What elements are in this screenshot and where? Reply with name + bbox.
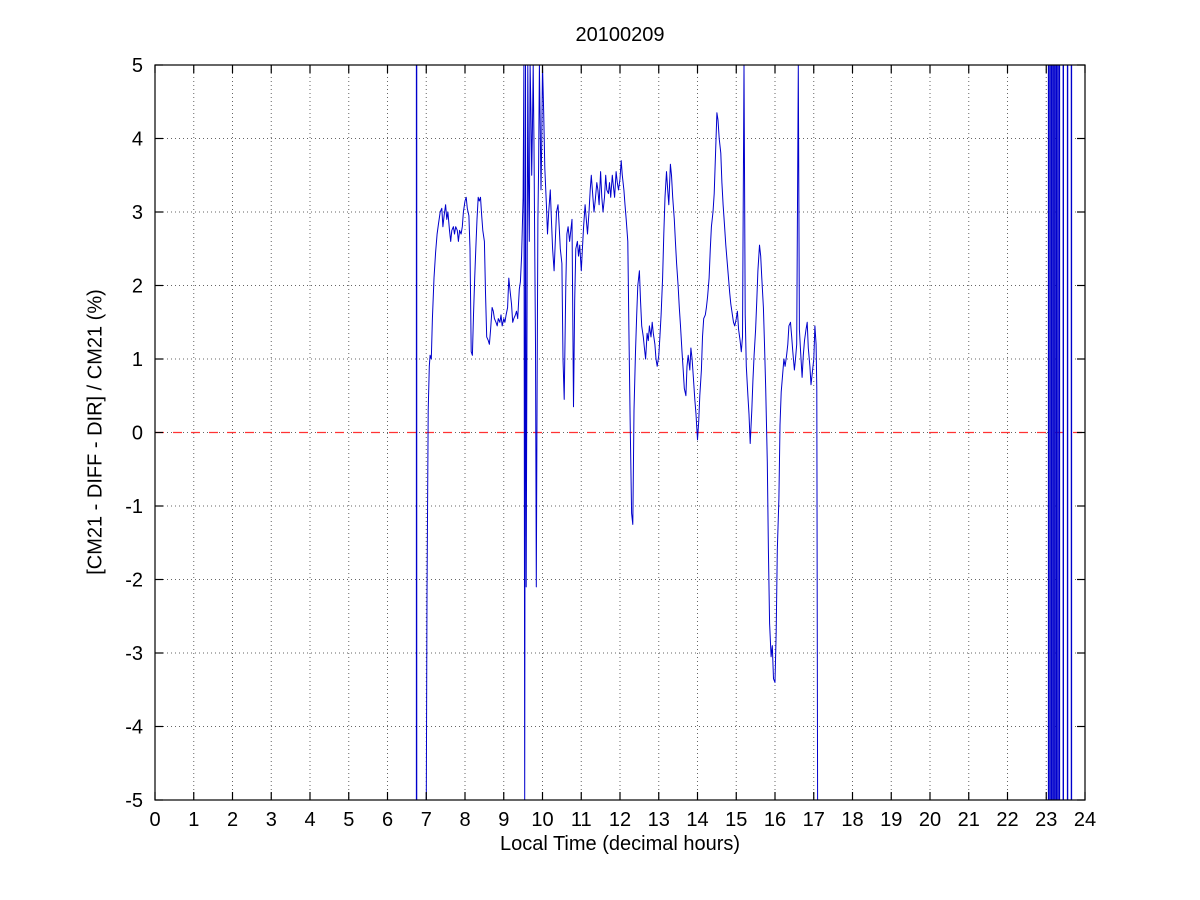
x-tick-label-18: 18 bbox=[841, 809, 863, 831]
x-tick-label-12: 12 bbox=[609, 809, 631, 831]
x-tick-label-16: 16 bbox=[764, 809, 786, 831]
x-tick-label-20: 20 bbox=[919, 809, 941, 831]
x-tick-label-22: 22 bbox=[996, 809, 1018, 831]
y-tick-label-5: 0 bbox=[132, 423, 143, 445]
x-tick-label-8: 8 bbox=[459, 809, 470, 831]
y-tick-label-8: 3 bbox=[132, 202, 143, 224]
y-tick-label-10: 5 bbox=[132, 55, 143, 77]
x-tick-label-13: 13 bbox=[648, 809, 670, 831]
x-tick-label-14: 14 bbox=[686, 809, 708, 831]
x-tick-label-24: 24 bbox=[1074, 809, 1096, 831]
y-tick-label-4: -1 bbox=[125, 496, 143, 518]
y-axis-label: [CM21 - DIFF - DIR] / CM21 (%) bbox=[84, 289, 107, 575]
x-tick-label-5: 5 bbox=[343, 809, 354, 831]
x-tick-label-0: 0 bbox=[149, 809, 160, 831]
x-tick-label-15: 15 bbox=[725, 809, 747, 831]
x-tick-label-1: 1 bbox=[188, 809, 199, 831]
chart-title: 20100209 bbox=[575, 24, 665, 46]
x-tick-label-23: 23 bbox=[1035, 809, 1057, 831]
x-tick-label-4: 4 bbox=[304, 809, 315, 831]
x-tick-label-7: 7 bbox=[421, 809, 432, 831]
x-tick-label-17: 17 bbox=[803, 809, 825, 831]
x-tick-label-21: 21 bbox=[958, 809, 980, 831]
x-tick-label-9: 9 bbox=[498, 809, 509, 831]
y-tick-label-9: 4 bbox=[132, 129, 143, 151]
y-tick-label-2: -3 bbox=[125, 643, 143, 665]
x-tick-label-19: 19 bbox=[880, 809, 902, 831]
x-tick-label-3: 3 bbox=[266, 809, 277, 831]
series-daytime-ratio bbox=[425, 64, 819, 801]
x-tick-label-2: 2 bbox=[227, 809, 238, 831]
y-tick-label-0: -5 bbox=[125, 790, 143, 812]
x-tick-label-10: 10 bbox=[531, 809, 553, 831]
y-tick-label-3: -2 bbox=[125, 570, 143, 592]
y-tick-label-1: -4 bbox=[125, 717, 143, 739]
x-axis-label: Local Time (decimal hours) bbox=[499, 833, 741, 855]
y-tick-label-6: 1 bbox=[132, 349, 143, 371]
x-tick-label-6: 6 bbox=[382, 809, 393, 831]
y-tick-label-7: 2 bbox=[132, 276, 143, 298]
x-tick-label-11: 11 bbox=[571, 809, 592, 831]
